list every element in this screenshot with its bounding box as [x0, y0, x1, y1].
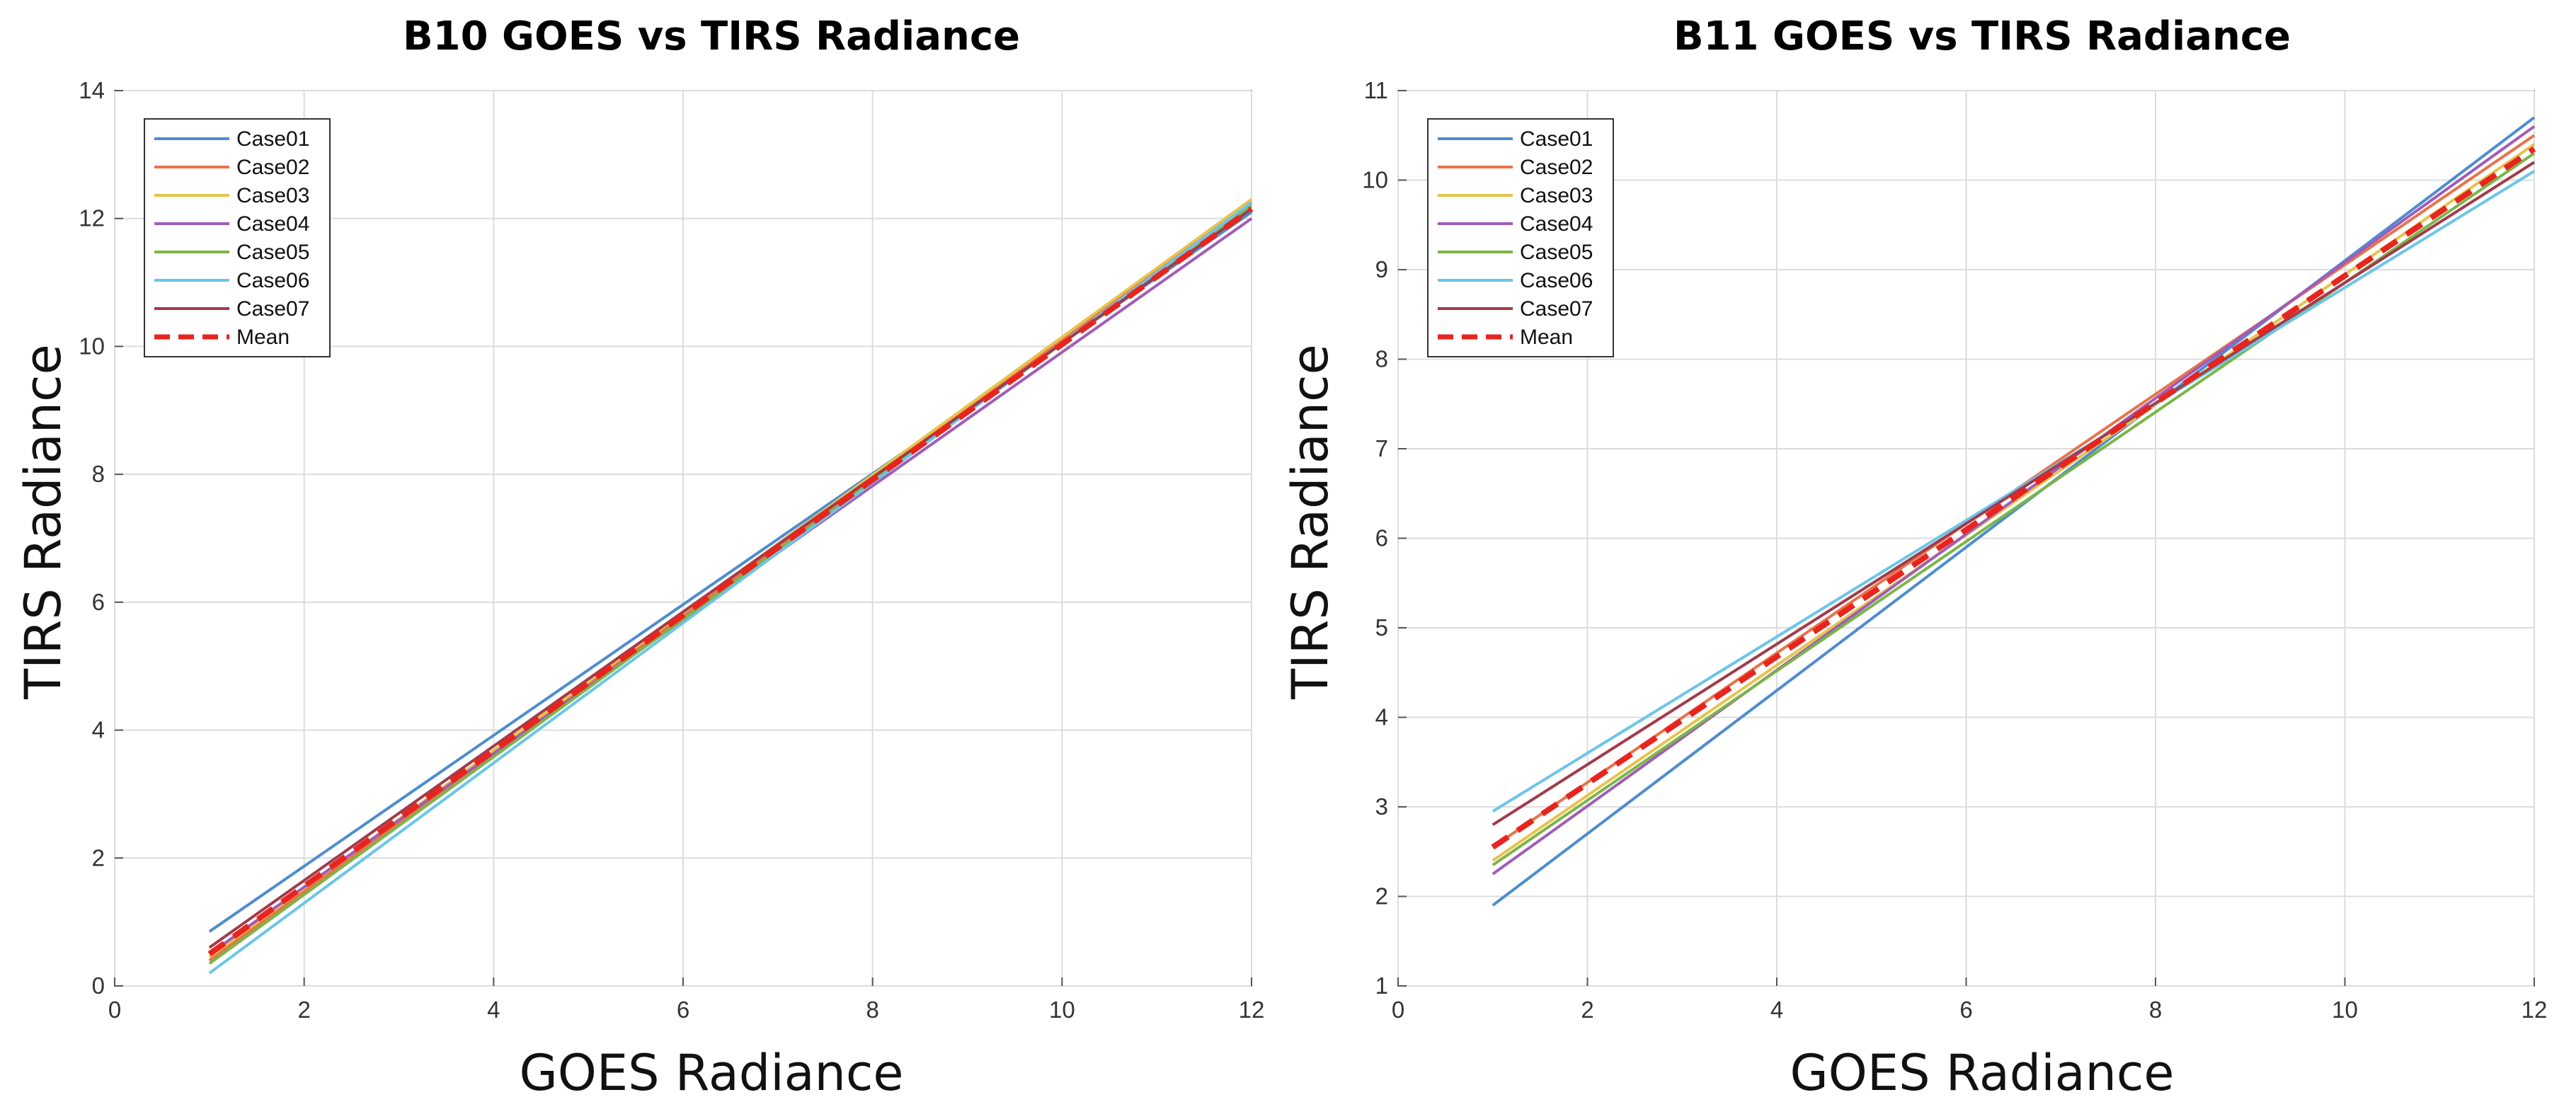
y-tick-label: 8	[1375, 346, 1388, 372]
legend: Case01 Case02 Case03 Case04 Case05 Case06 Case…	[144, 118, 331, 357]
legend-label: Mean	[1520, 326, 1573, 349]
y-tick-label: 8	[92, 461, 105, 487]
y-tick-label: 1	[1375, 972, 1388, 999]
legend-label: Case04	[236, 212, 309, 236]
legend-label: Case02	[236, 156, 309, 179]
y-tick-label: 4	[1375, 704, 1388, 730]
x-axis-label: GOES Radiance	[520, 1044, 904, 1102]
chart-title: B10 GOES vs TIRS Radiance	[403, 13, 1020, 59]
legend-label: Mean	[236, 326, 290, 349]
y-axis-ticks: 1 2 3 4 5 6 7 8 9 10 11	[1362, 77, 1407, 999]
y-tick-label: 10	[79, 333, 105, 359]
y-tick-label: 2	[1375, 883, 1388, 909]
y-tick-label: 6	[92, 589, 105, 615]
y-axis-label: TIRS Radiance	[1281, 344, 1339, 699]
series-line-mean	[1491, 146, 2536, 850]
x-axis-ticks: 0 2 4 6 8 10 12	[1392, 977, 2548, 1023]
x-tick-label: 8	[866, 997, 878, 1023]
chart-title: B11 GOES vs TIRS Radiance	[1673, 13, 2291, 59]
y-tick-label: 11	[1364, 77, 1388, 103]
x-tick-label: 10	[1049, 997, 1075, 1023]
series-line-case07	[1492, 161, 2536, 826]
y-tick-label: 0	[92, 972, 105, 999]
series-line-case06	[1492, 170, 2536, 813]
x-axis-ticks: 0 2 4 6 8 10 12	[108, 977, 1265, 1023]
x-tick-label: 4	[1770, 997, 1783, 1023]
legend-label: Case04	[1520, 212, 1593, 236]
legend: Case01 Case02 Case03 Case04 Case05 Case06 Case…	[1427, 118, 1614, 357]
x-tick-label: 0	[1392, 997, 1404, 1023]
y-tick-label: 3	[1375, 793, 1388, 820]
x-tick-label: 8	[2149, 997, 2162, 1023]
grid-lines	[114, 90, 1252, 987]
y-tick-label: 7	[1375, 435, 1388, 461]
x-tick-label: 2	[1581, 997, 1593, 1023]
legend-label: Case01	[1520, 127, 1593, 151]
legend-label: Case05	[236, 241, 309, 264]
legend-label: Case06	[1520, 269, 1593, 292]
legend-label: Case03	[1520, 184, 1593, 207]
y-axis-label: TIRS Radiance	[14, 344, 72, 699]
y-tick-label: 2	[92, 844, 105, 871]
x-tick-label: 4	[487, 997, 500, 1023]
legend-label: Case03	[236, 184, 309, 207]
legend-label: Case07	[236, 297, 309, 321]
series-lines	[1491, 116, 2536, 907]
x-tick-label: 12	[1239, 997, 1265, 1023]
legend-label: Case01	[236, 127, 309, 151]
x-tick-label: 12	[2521, 997, 2548, 1023]
series-line-mean	[207, 206, 1254, 957]
chart-panel-b11: B11 GOES vs TIRS Radiance 0 2 4 6 8 10 12 1234…	[1281, 13, 2547, 1102]
x-tick-label: 6	[677, 997, 689, 1023]
y-tick-label: 14	[79, 77, 105, 103]
legend-box	[144, 118, 331, 357]
y-tick-label: 9	[1375, 256, 1388, 282]
x-axis-label: GOES Radiance	[1790, 1044, 2175, 1102]
x-tick-label: 2	[297, 997, 310, 1023]
y-tick-label: 12	[79, 205, 105, 231]
series-line-case01	[1492, 116, 2536, 907]
x-tick-label: 10	[2332, 997, 2358, 1023]
series-lines	[207, 197, 1254, 975]
y-axis-ticks: 0 2 4 6 8 10 12 14	[79, 77, 123, 999]
chart-panel-b10: B10 GOES vs TIRS Radiance 0 2 4 6 8 10 12 0 2 4 6…	[14, 13, 1264, 1102]
x-tick-label: 0	[108, 997, 121, 1023]
y-tick-label: 10	[1362, 167, 1388, 193]
legend-box	[1427, 118, 1614, 357]
legend-label: Case05	[1520, 241, 1593, 264]
y-tick-label: 4	[92, 717, 105, 743]
y-tick-label: 6	[1375, 525, 1388, 551]
y-tick-label: 5	[1375, 614, 1388, 641]
legend-label: Case06	[236, 269, 309, 292]
legend-label: Case02	[1520, 156, 1593, 179]
legend-label: Case07	[1520, 297, 1593, 321]
x-tick-label: 6	[1959, 997, 1972, 1023]
